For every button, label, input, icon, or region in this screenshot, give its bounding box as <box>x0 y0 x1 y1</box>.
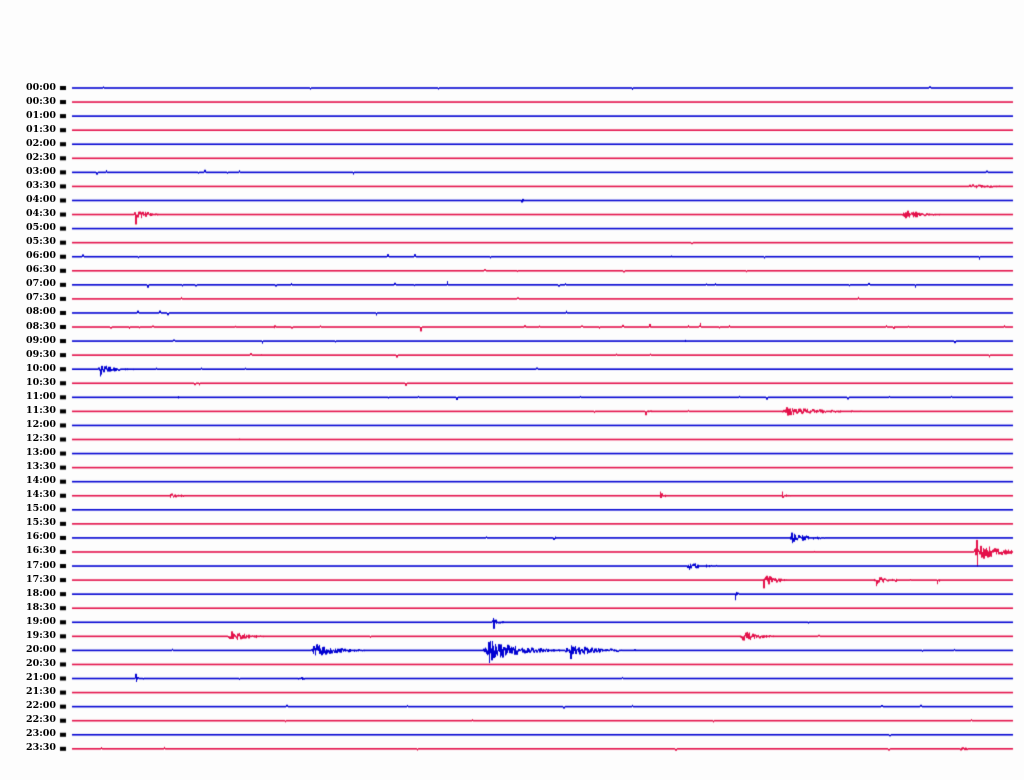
time-label-1000: 10:00 <box>26 362 56 374</box>
time-label-1330: 13:30 <box>26 461 56 473</box>
time-label-0830: 08:30 <box>26 320 56 332</box>
time-label-1130: 11:30 <box>26 404 56 416</box>
time-label-0400: 04:00 <box>26 193 56 205</box>
time-label-0600: 06:00 <box>26 250 56 262</box>
time-label-2230: 22:30 <box>26 714 56 726</box>
time-label-1300: 13:00 <box>26 447 56 459</box>
time-label-0630: 06:30 <box>26 264 56 276</box>
time-label-0300: 03:00 <box>26 165 56 177</box>
time-label-2100: 21:00 <box>26 672 56 684</box>
time-label-1600: 16:00 <box>26 531 56 543</box>
time-label-1430: 14:30 <box>26 489 56 501</box>
time-label-1800: 18:00 <box>26 587 56 599</box>
time-label-0230: 02:30 <box>26 151 56 163</box>
time-label-0900: 09:00 <box>26 334 56 346</box>
time-label-2000: 20:00 <box>26 643 56 655</box>
time-label-0430: 04:30 <box>26 208 56 220</box>
time-label-2200: 22:00 <box>26 700 56 712</box>
time-label-1400: 14:00 <box>26 475 56 487</box>
time-label-1930: 19:30 <box>26 629 56 641</box>
time-label-1900: 19:00 <box>26 615 56 627</box>
time-label-1830: 18:30 <box>26 601 56 613</box>
time-label-0000: 00:00 <box>26 81 56 93</box>
time-label-1030: 10:30 <box>26 376 56 388</box>
time-label-1500: 15:00 <box>26 503 56 515</box>
time-label-1100: 11:00 <box>26 390 56 402</box>
time-label-0800: 08:00 <box>26 306 56 318</box>
time-label-1530: 15:30 <box>26 517 56 529</box>
time-label-1730: 17:30 <box>26 573 56 585</box>
time-label-2330: 23:30 <box>26 742 56 754</box>
time-label-1630: 16:30 <box>26 545 56 557</box>
time-label-0030: 00:30 <box>26 95 56 107</box>
time-label-0530: 05:30 <box>26 236 56 248</box>
time-label-1700: 17:00 <box>26 559 56 571</box>
time-label-1230: 12:30 <box>26 433 56 444</box>
time-label-0700: 07:00 <box>26 278 56 290</box>
time-label-0930: 09:30 <box>26 348 56 360</box>
time-label-2130: 21:30 <box>26 686 56 698</box>
time-label-2030: 20:30 <box>26 657 56 669</box>
time-label-0100: 01:00 <box>26 109 56 121</box>
time-label-0730: 07:30 <box>26 292 56 304</box>
time-label-1200: 12:00 <box>26 418 56 430</box>
time-label-0130: 01:30 <box>26 123 56 135</box>
time-label-2300: 23:00 <box>26 728 56 740</box>
time-label-0500: 05:00 <box>26 222 56 234</box>
time-label-0330: 03:30 <box>26 179 56 191</box>
time-label-0200: 02:00 <box>26 137 56 149</box>
